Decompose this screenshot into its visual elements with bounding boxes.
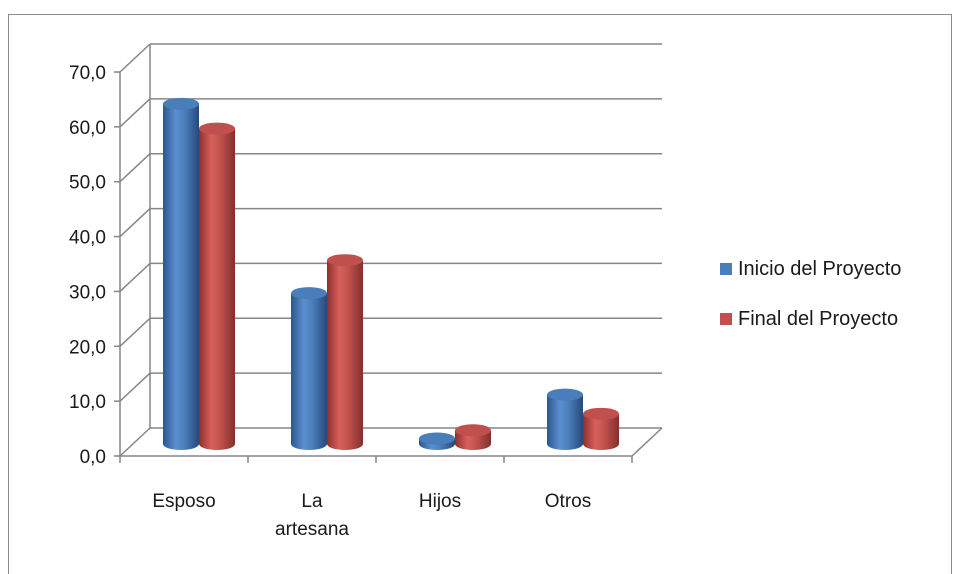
bar-top <box>547 388 583 401</box>
x-tick-label: artesana <box>275 519 349 540</box>
y-tick-label: 70,0 <box>69 63 106 84</box>
bar-top <box>583 407 619 420</box>
legend-label: Inicio del Proyecto <box>738 258 901 280</box>
bar-body <box>547 394 583 450</box>
gridline-connector <box>119 153 151 183</box>
x-tick-label: Esposo <box>152 491 215 512</box>
y-tick-label: 0,0 <box>80 447 106 468</box>
gridline-connector <box>119 98 151 128</box>
labels: 0,0 10,0 20,0 30,0 40,0 50,0 60,0 70,0 Esposo La a… <box>69 63 591 540</box>
gridline-connector <box>119 262 151 292</box>
x-tick-label: Otros <box>545 491 591 512</box>
bars <box>163 97 619 451</box>
bar <box>199 122 235 451</box>
gridline-connector <box>119 317 151 347</box>
bar-top <box>455 424 491 437</box>
axes <box>114 44 663 463</box>
bar-body <box>583 413 619 450</box>
x-tick-label: La <box>301 491 323 512</box>
legend-swatch <box>720 313 732 325</box>
bar-top <box>291 287 327 300</box>
bar-body <box>327 260 363 450</box>
bar-top <box>199 122 235 135</box>
y-tick-label: 10,0 <box>69 392 106 413</box>
gridline-connector <box>119 372 151 402</box>
bar <box>291 287 327 450</box>
y-tick-label: 40,0 <box>69 228 106 249</box>
bar-body <box>291 293 327 450</box>
bar <box>419 432 455 450</box>
y-tick-label: 30,0 <box>69 282 106 303</box>
bar <box>455 424 491 450</box>
y-tick-label: 50,0 <box>69 173 106 194</box>
gridline-connector <box>119 427 151 457</box>
legend-label: Final del Proyecto <box>738 308 898 330</box>
x-tick-label: Hijos <box>419 491 461 512</box>
gridline-connector <box>119 43 151 73</box>
gridline-connector <box>119 208 151 238</box>
gridlines <box>119 43 662 457</box>
bar <box>583 407 619 450</box>
legend-swatch <box>720 263 732 275</box>
y-tick-label: 20,0 <box>69 337 106 358</box>
y-tick-label: 60,0 <box>69 118 106 139</box>
bar-body <box>199 128 235 451</box>
bar <box>163 97 199 450</box>
legend: Inicio del Proyecto Final del Proyecto <box>720 258 901 330</box>
bar <box>547 388 583 450</box>
bar <box>327 254 363 450</box>
floor-edge <box>631 427 663 457</box>
bar-top <box>163 97 199 110</box>
bar-body <box>163 103 199 450</box>
bar-top <box>419 432 455 445</box>
bar-top <box>327 254 363 267</box>
chart-frame <box>8 14 952 574</box>
